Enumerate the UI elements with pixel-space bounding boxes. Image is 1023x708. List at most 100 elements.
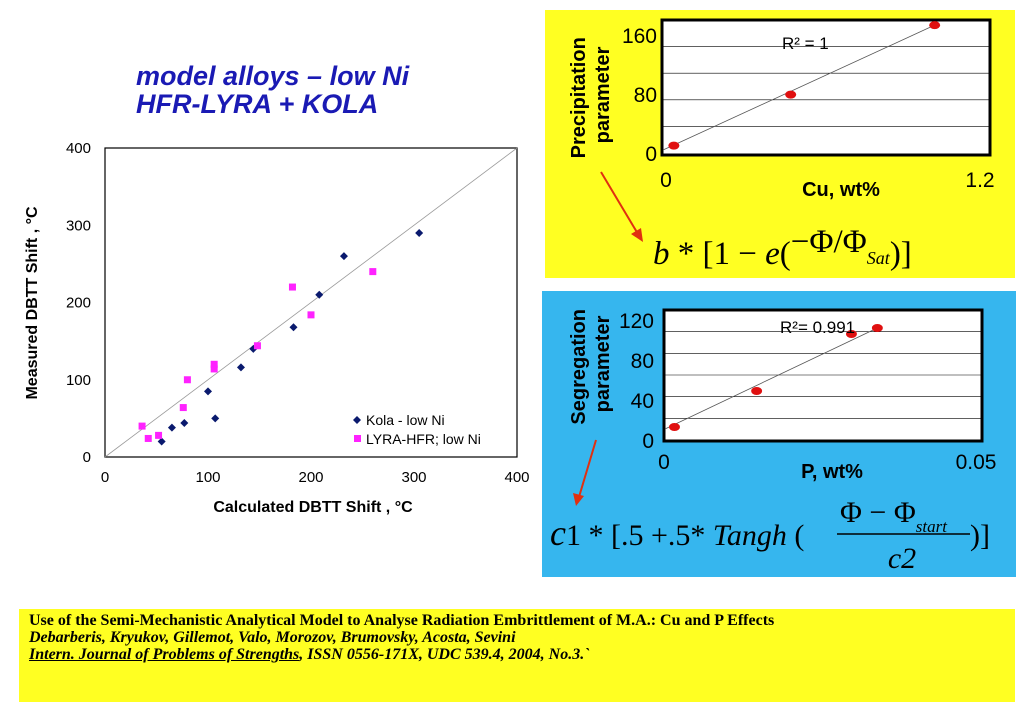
lyra-point [369,268,377,276]
cu-x-tick-0: 0 [660,169,672,192]
p-gridlines [665,331,981,419]
legend: Kola - low Ni LYRA-HFR; low Ni [353,412,481,447]
precipitation-panel: R² = 1 0 80 160 0 1.2 Cu, wt% Precipitatio… [545,10,1015,278]
p-point [871,324,883,332]
y-tick-label: 200 [66,295,91,312]
p-y-tick: 0 [642,430,654,453]
p-fit-line [664,327,878,430]
legend-label-kola: Kola - low Ni [366,412,445,428]
y-axis-label-text: Measured DBTT Shift , °C [24,206,41,400]
x-tick-label: 400 [504,469,529,486]
x-axis-label: Calculated DBTT Shift , °C [213,499,413,516]
cu-data-points [668,21,941,150]
lyra-point [210,365,218,373]
x-axis-label-text: Calculated DBTT Shift , °C [213,499,413,516]
p-y-axis-label: Segregation parameter [568,303,614,424]
lyra-point [288,283,296,291]
y-tick-label: 300 [66,217,91,234]
lyra-point [210,360,218,368]
y-tick-labels: 0 100 200 300 400 [66,140,91,466]
legend-label-lyra: LYRA-HFR; low Ni [366,431,481,447]
p-arrow-line [578,439,597,498]
segregation-formula: c1 * [.5 +.5* Tangh ( [550,513,804,553]
kola-point [157,437,166,446]
data-points [138,228,424,446]
citation-details: , ISSN 0556-171X, UDC 539.4, 2004, No.3.… [299,646,590,663]
x-tick-label: 0 [101,469,109,486]
p-point [845,330,857,338]
cu-r2-annotation: R² = 1 [782,34,829,53]
x-tick-label: 100 [195,469,220,486]
cu-x-tick-1: 1.2 [965,169,994,192]
p-x-tick-0: 0 [658,451,670,474]
p-arrow-head [573,493,584,506]
kola-point [204,387,212,396]
main-title-line2: HFR-LYRA + KOLA [136,89,379,119]
lyra-point [307,311,315,319]
cu-arrow-line [600,171,639,235]
cu-y-tick: 0 [645,143,657,166]
y-tick-label: 0 [83,449,91,466]
y-tick-label: 400 [66,140,91,157]
kola-point [415,228,424,237]
citation-title: Use of the Semi-Mechanistic Analytical M… [29,612,775,629]
main-title: model alloys – low Ni HFR-LYRA + KOLA [136,62,409,118]
segregation-numerator: Φ − Φstart [840,496,948,536]
lyra-point [155,431,163,439]
p-x-axis-label: P, wt% [801,461,863,483]
p-x-tick-1: 0.05 [956,451,997,474]
x-tick-label: 200 [298,469,323,486]
p-y-tick: 80 [631,350,654,373]
dbtt-scatter-chart: 0 100 200 300 400 0 100 200 300 400 Measured DBT… [24,140,530,516]
kola-point [180,419,189,428]
kola-point [167,423,176,432]
cu-point [929,21,941,30]
p-data-points [668,324,883,431]
cu-point [668,141,680,150]
cu-gridlines [663,46,989,127]
p-point [668,423,680,431]
cu-point [785,90,797,99]
x-tick-labels: 0 100 200 300 400 [101,469,530,486]
cu-plot-area [660,18,992,157]
cu-y-tick-labels: 0 80 160 [622,25,657,166]
cu-y-axis-label: Precipitation parameter [568,32,614,159]
kola-point [289,323,298,332]
segregation-panel: R²= 0.991 0 40 80 120 0 0.05 P, wt% Segrega… [542,291,1016,577]
main-title-line1: model alloys – low Ni [136,61,410,91]
segregation-chart: R²= 0.991 0 40 80 120 0 0.05 P, wt% Segrega… [550,303,997,575]
reference-line [104,147,518,458]
p-y-tick: 120 [619,310,654,333]
y-tick-label: 100 [66,372,91,389]
citation-reference: Intern. Journal of Problems of Strengths… [29,646,1005,663]
cu-y-tick: 80 [634,84,657,107]
kola-point [236,363,245,372]
kola-point [339,252,348,261]
p-y-tick-labels: 0 40 80 120 [619,310,654,453]
cu-fit-line [662,24,935,151]
p-point [751,387,763,395]
legend-marker-lyra [354,435,361,442]
p-y-axis-label-line1: Segregation [568,309,590,425]
cu-y-axis-label-line2: parameter [592,46,614,143]
kola-point [315,290,324,299]
lyra-point [253,342,261,350]
lyra-point [144,434,152,442]
segregation-close: )] [970,519,990,552]
cu-arrow-head [631,228,643,242]
p-y-tick: 40 [631,390,654,413]
citation-box: Use of the Semi-Mechanistic Analytical M… [19,609,1015,702]
lyra-point [138,422,146,430]
x-tick-label: 300 [401,469,426,486]
p-y-axis-label-line2: parameter [592,315,614,412]
legend-marker-kola [353,416,361,424]
lyra-point [183,376,191,384]
citation-journal: Intern. Journal of Problems of Strengths [29,646,300,663]
precipitation-formula: b * [1 − e(−Φ/ΦSat)] [653,224,912,272]
p-r2-annotation: R²= 0.991 [780,318,855,337]
lyra-point [179,404,187,412]
cu-x-axis-label: Cu, wt% [802,179,880,201]
cu-y-tick: 160 [622,25,657,48]
precipitation-chart: R² = 1 0 80 160 0 1.2 Cu, wt% Precipitatio… [568,18,995,272]
y-axis-label: Measured DBTT Shift , °C [24,206,41,400]
